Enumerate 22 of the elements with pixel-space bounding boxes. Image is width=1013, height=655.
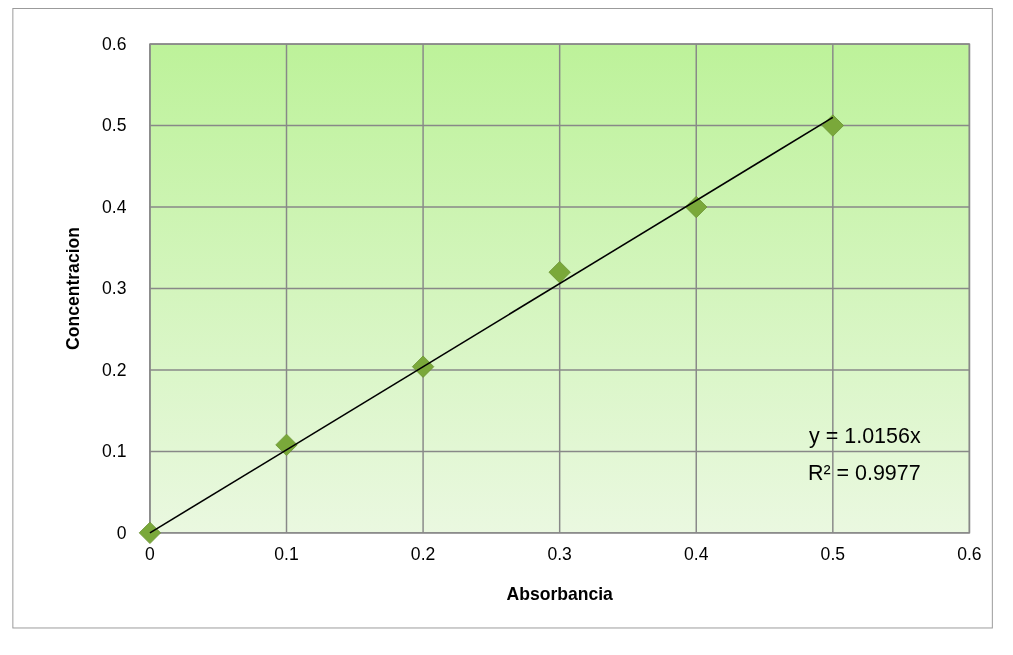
x-tick-label: 0.4 bbox=[684, 544, 709, 565]
x-tick-label: 0.6 bbox=[957, 544, 982, 565]
x-tick-label: 0.1 bbox=[274, 544, 299, 565]
annotation: R² = 0.9977 bbox=[807, 461, 921, 486]
point bbox=[821, 114, 844, 137]
x-tick-label: 0 bbox=[145, 544, 156, 565]
annotation: y = 1.0156x bbox=[809, 424, 921, 449]
x-tick-label: 0.5 bbox=[820, 544, 846, 565]
y-axis-title: Concentracion bbox=[62, 227, 83, 350]
x-tick-label: 0.2 bbox=[410, 544, 436, 565]
y-tick-label: 0 bbox=[116, 522, 127, 543]
point bbox=[685, 195, 708, 219]
y-tick-label: 0.2 bbox=[102, 359, 127, 380]
point bbox=[548, 261, 571, 284]
y-tick-label: 0.4 bbox=[102, 196, 127, 217]
y-tick-label: 0.3 bbox=[102, 278, 127, 299]
x-tick-label: 0.3 bbox=[547, 544, 572, 565]
y-tick-label: 0.1 bbox=[102, 441, 127, 462]
x-axis-title: Absorbancia bbox=[506, 584, 614, 605]
point bbox=[138, 521, 162, 544]
y-tick-label: 0.5 bbox=[102, 115, 127, 136]
y-tick-label: 0.6 bbox=[102, 33, 127, 54]
